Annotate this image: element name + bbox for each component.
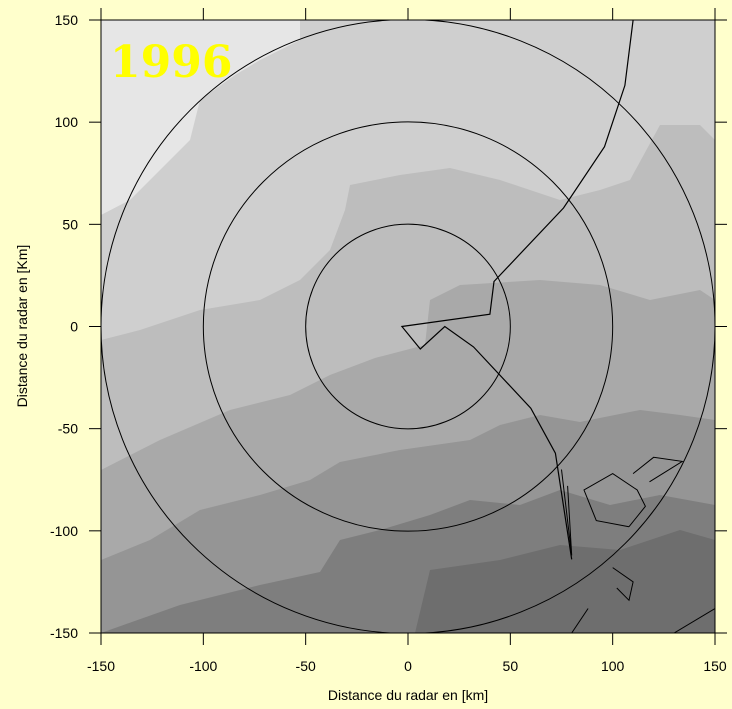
y-tick-label: 150	[55, 12, 79, 28]
x-tick-label: -150	[87, 658, 115, 674]
x-tick-label: -100	[189, 658, 217, 674]
range-ring-100km	[202, 121, 614, 532]
y-axis: 150 100 50 0 -50 -100 -150	[50, 12, 727, 641]
year-label: 1996	[110, 37, 232, 88]
coast-contour-2	[583, 473, 646, 528]
y-tick-label: -50	[58, 421, 78, 437]
coast-contour-4	[612, 567, 634, 602]
y-tick-label: -100	[50, 523, 78, 539]
x-tick-label: 0	[404, 658, 412, 674]
coast-contour-3	[632, 456, 684, 483]
x-axis-title: Distance du radar en [km]	[328, 687, 488, 703]
x-tick-label: -50	[296, 658, 316, 674]
boundary-line	[400, 20, 634, 560]
range-rings	[101, 20, 715, 633]
range-ring-50km	[305, 223, 511, 430]
y-axis-title: Distance du radar en [Km]	[14, 245, 30, 408]
plot-area	[101, 20, 715, 633]
x-axis: -150 -100 -50 0 50 100 150	[87, 8, 727, 674]
x-tick-label: 150	[703, 658, 727, 674]
coast-contour-1	[561, 469, 573, 556]
x-tick-label: 50	[503, 658, 519, 674]
y-tick-label: 50	[62, 216, 78, 232]
coast-contour-5	[571, 608, 589, 633]
y-tick-label: 0	[70, 319, 78, 335]
coast-contours	[561, 456, 715, 633]
y-tick-label: -150	[50, 625, 78, 641]
y-tick-label: 100	[55, 114, 79, 130]
coast-contour-6	[673, 608, 715, 633]
shade-band-7	[415, 530, 715, 633]
x-tick-label: 100	[601, 658, 625, 674]
